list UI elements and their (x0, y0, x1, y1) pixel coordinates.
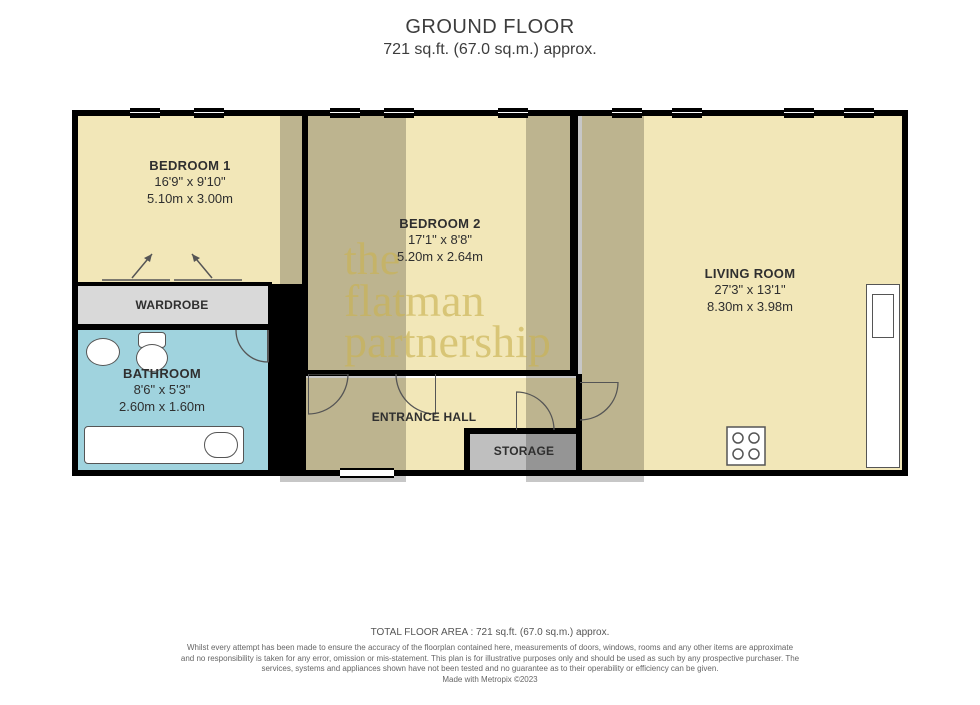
door-arc-icon (580, 382, 628, 430)
window (194, 108, 224, 118)
wall (570, 110, 578, 376)
wall (268, 284, 306, 476)
sink-icon (86, 338, 120, 366)
label-bathroom: BATHROOM 8'6" x 5'3" 2.60m x 1.60m (82, 366, 242, 415)
label-hall: ENTRANCE HALL (344, 410, 504, 425)
entry-door-icon (340, 468, 394, 478)
credit-text: Made with Metropix ©2023 (180, 675, 800, 685)
footer: TOTAL FLOOR AREA : 721 sq.ft. (67.0 sq.m… (0, 626, 980, 685)
floorplan: the flatman partnership (72, 110, 908, 476)
window (384, 108, 414, 118)
disclaimer-text: Whilst every attempt has been made to en… (180, 643, 800, 674)
label-bedroom2: BEDROOM 2 17'1" x 8'8" 5.20m x 2.64m (360, 216, 520, 265)
door-arc-icon (516, 384, 562, 430)
window (130, 108, 160, 118)
door-arc-icon (232, 330, 272, 370)
label-bedroom1: BEDROOM 1 16'9" x 9'10" 5.10m x 3.00m (110, 158, 270, 207)
window (844, 108, 874, 118)
window (612, 108, 642, 118)
floor-subtitle: 721 sq.ft. (67.0 sq.m.) approx. (0, 41, 980, 59)
window (672, 108, 702, 118)
total-floor-area: TOTAL FLOOR AREA : 721 sq.ft. (67.0 sq.m… (180, 626, 800, 639)
window (330, 108, 360, 118)
bathtub-icon (204, 432, 238, 458)
floor-title: GROUND FLOOR (0, 16, 980, 39)
sink-icon (872, 294, 894, 338)
label-storage: STORAGE (469, 444, 579, 459)
hob-icon (726, 426, 766, 466)
header: GROUND FLOOR 721 sq.ft. (67.0 sq.m.) app… (0, 0, 980, 59)
window (498, 108, 528, 118)
label-wardrobe: WARDROBE (112, 298, 232, 313)
label-living: LIVING ROOM 27'3" x 13'1" 8.30m x 3.98m (670, 266, 830, 315)
window (784, 108, 814, 118)
wardrobe-door-icon (92, 244, 252, 284)
